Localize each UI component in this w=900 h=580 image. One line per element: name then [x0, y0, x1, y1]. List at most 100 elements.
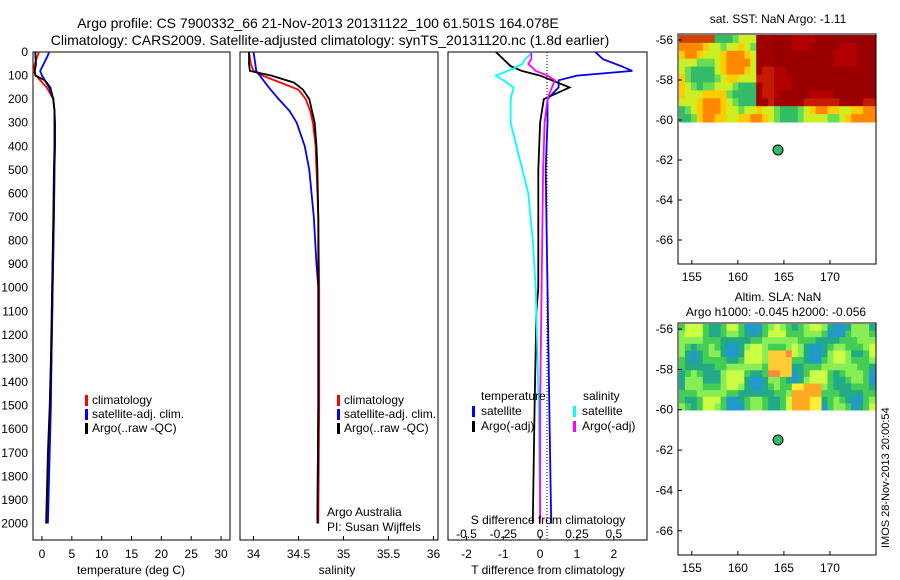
- sla-cell: [791, 383, 799, 391]
- sst-cell: [803, 58, 811, 68]
- sst-cell: [791, 58, 799, 68]
- legend-swatch-climatology: [85, 395, 88, 406]
- sla-cell: [774, 343, 781, 351]
- salinity-diff-tick-label: 0.25: [565, 527, 589, 541]
- sst-cell: [714, 66, 721, 75]
- sla-cell: [857, 383, 864, 391]
- sst-cell: [696, 82, 704, 91]
- sla-cell: [768, 403, 775, 411]
- sst-cell: [750, 98, 757, 107]
- sla-cell: [726, 370, 733, 378]
- sla-cell: [696, 337, 704, 345]
- sla-cell: [803, 330, 811, 338]
- sla-cell: [726, 343, 733, 351]
- sla-lat-label: -60: [656, 403, 674, 417]
- sst-cell: [750, 66, 757, 75]
- sla-cell: [714, 324, 721, 332]
- sla-cell: [815, 330, 822, 338]
- sla-cell: [738, 396, 745, 404]
- sst-cell: [780, 42, 787, 52]
- sst-cell: [809, 114, 817, 123]
- sst-cell: [738, 114, 745, 123]
- sst-cell: [714, 42, 721, 52]
- sst-cell: [738, 42, 745, 52]
- sla-cell: [750, 396, 757, 404]
- sst-cell: [845, 50, 852, 60]
- sla-cell: [791, 357, 799, 365]
- sla-cell: [732, 350, 739, 358]
- sst-cell: [815, 114, 822, 123]
- sla-cell: [780, 337, 787, 345]
- sla-cell: [732, 390, 739, 398]
- sla-cell: [863, 376, 870, 384]
- sla-cell: [679, 337, 686, 345]
- legend-swatch-satellite: [85, 409, 88, 420]
- salinity-tick-label: 36: [427, 547, 441, 561]
- sla-cell: [845, 357, 852, 365]
- difference-line-t-satellite: [544, 51, 633, 524]
- sla-lon-label: 160: [728, 561, 748, 575]
- sst-cell: [679, 106, 686, 115]
- sst-cell: [756, 114, 763, 123]
- sla-cell: [744, 383, 751, 391]
- sla-cell: [696, 396, 704, 404]
- sla-cell: [791, 390, 799, 398]
- sla-cell: [857, 376, 864, 384]
- sst-cell: [780, 114, 787, 123]
- sst-cell: [720, 74, 727, 83]
- sst-cell: [863, 50, 870, 60]
- sla-cell: [791, 350, 799, 358]
- sst-cell: [708, 74, 716, 83]
- difference-tick-label: 2: [610, 547, 617, 561]
- sla-cell: [762, 370, 769, 378]
- sst-cell: [756, 66, 763, 75]
- sla-cell: [679, 403, 686, 411]
- sla-cell: [756, 337, 763, 345]
- sla-cell: [797, 324, 805, 332]
- sla-cell: [744, 396, 751, 404]
- sla-cell: [738, 383, 745, 391]
- sst-cell: [809, 50, 817, 60]
- sla-cell: [750, 403, 757, 411]
- figure-title-line2: Climatology: CARS2009. Satellite-adjuste…: [51, 32, 609, 48]
- sst-cell: [726, 35, 733, 44]
- depth-tick-label: 1700: [1, 446, 28, 460]
- sla-cell: [827, 376, 834, 384]
- sst-cell: [791, 50, 799, 60]
- sst-cell: [845, 42, 852, 52]
- sst-cell: [708, 90, 716, 99]
- sst-cell: [696, 42, 704, 52]
- sst-cell: [851, 90, 858, 99]
- sla-cell: [863, 330, 870, 338]
- sla-cell: [726, 390, 733, 398]
- sst-cell: [702, 50, 710, 60]
- sla-cell: [839, 403, 846, 411]
- depth-tick-label: 600: [8, 186, 28, 200]
- legend-swatch-climatology: [337, 395, 340, 406]
- sla-cell: [827, 396, 834, 404]
- legend-title-temperature: temperature: [481, 389, 546, 403]
- sst-cell: [702, 74, 710, 83]
- sla-cell: [851, 357, 858, 365]
- sla-cell: [857, 403, 864, 411]
- sst-cell: [750, 50, 757, 60]
- sst-cell: [696, 66, 704, 75]
- sla-cell: [679, 324, 686, 332]
- sla-cell: [679, 376, 686, 384]
- sst-cell: [780, 66, 787, 75]
- sla-cell: [744, 370, 751, 378]
- sla-cell: [780, 376, 787, 384]
- sst-cell: [780, 106, 787, 115]
- sla-cell: [857, 357, 864, 365]
- sla-cell: [744, 343, 751, 351]
- sla-cell: [827, 383, 834, 391]
- sla-cell: [720, 357, 727, 365]
- sst-cell: [785, 58, 793, 68]
- sst-map-x-ticks: 155 160 165 170: [682, 260, 840, 284]
- sla-cell: [839, 357, 846, 365]
- sst-cell: [720, 114, 727, 123]
- sla-cell: [863, 337, 870, 345]
- sla-cell: [768, 376, 775, 384]
- argo-float-marker: [772, 434, 784, 446]
- sla-cell: [756, 363, 763, 371]
